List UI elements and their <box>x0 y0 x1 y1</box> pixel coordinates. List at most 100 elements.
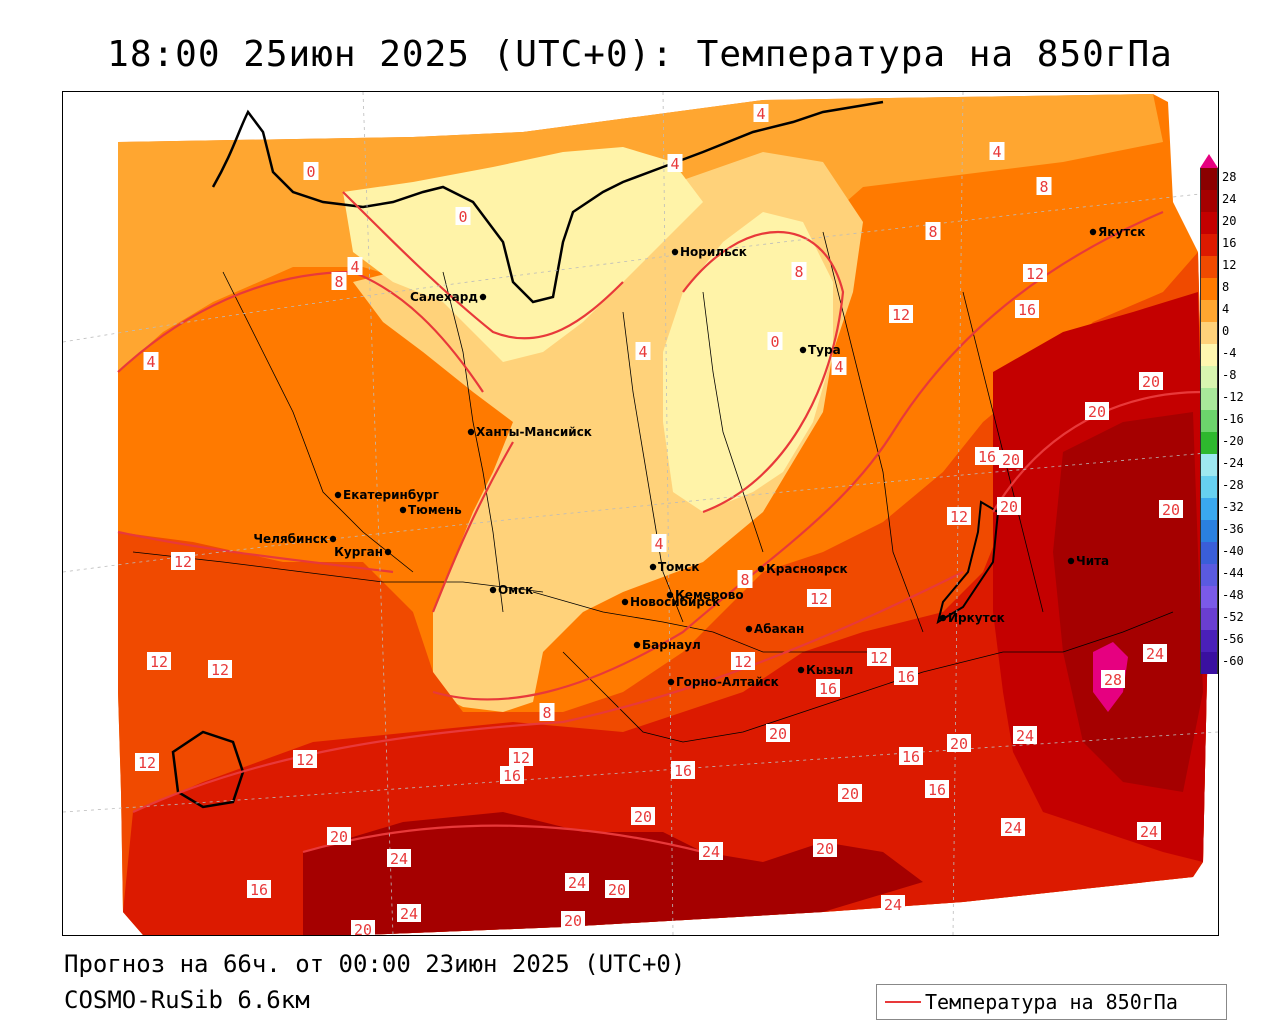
colorbar-segment <box>1200 256 1218 278</box>
svg-text:12: 12 <box>892 306 910 324</box>
contour-value-label: 16 <box>500 766 524 785</box>
contour-value-label: 8 <box>1036 177 1052 196</box>
colorbar-segment <box>1200 212 1218 234</box>
contour-value-label: 0 <box>455 207 471 226</box>
svg-text:20: 20 <box>1162 501 1180 519</box>
colorbar-tick-label: -28 <box>1222 478 1244 492</box>
city-dot <box>797 666 805 674</box>
city-label: Чита <box>1076 554 1109 568</box>
colorbar-tick-label: 24 <box>1222 192 1237 206</box>
svg-text:4: 4 <box>146 353 155 371</box>
zone-0-4-north <box>343 147 703 362</box>
contour-value-label: 8 <box>791 262 807 281</box>
contour-value-label: 24 <box>1001 818 1025 837</box>
contour-value-label: 20 <box>997 497 1021 516</box>
svg-text:24: 24 <box>1016 727 1034 745</box>
svg-text:24: 24 <box>1140 823 1158 841</box>
contour-value-label: 24 <box>881 895 905 914</box>
svg-text:12: 12 <box>870 649 888 667</box>
city-label: Томск <box>658 560 700 574</box>
contour-value-label: 12 <box>147 652 171 671</box>
svg-text:20: 20 <box>1088 403 1106 421</box>
svg-text:8: 8 <box>740 571 749 589</box>
contour-value-label: 16 <box>247 880 271 899</box>
contour-value-label: 8 <box>737 570 753 589</box>
svg-text:24: 24 <box>884 896 902 914</box>
colorbar-tick-label: 4 <box>1222 302 1230 316</box>
svg-text:8: 8 <box>334 273 343 291</box>
svg-text:20: 20 <box>769 725 787 743</box>
admin-borders <box>132 231 1174 743</box>
city-dot <box>384 548 392 556</box>
model-name: COSMO-RuSib 6.6км <box>64 986 310 1014</box>
colorbar-tick-label: -40 <box>1222 544 1244 558</box>
contour-value-label: 20 <box>327 827 351 846</box>
colorbar-segment <box>1200 564 1218 586</box>
svg-text:24: 24 <box>1146 645 1164 663</box>
city-dot <box>1067 557 1075 565</box>
svg-text:16: 16 <box>928 781 946 799</box>
svg-text:4: 4 <box>992 143 1001 161</box>
colorbar-tick-label: -36 <box>1222 522 1244 536</box>
contour-value-label: 12 <box>1023 264 1047 283</box>
svg-text:16: 16 <box>250 881 268 899</box>
temperature-map: Якутск Норильск Салехард Тура Ханты-Мансийск… <box>62 91 1219 936</box>
contour-value-label: 4 <box>667 154 683 173</box>
svg-text:8: 8 <box>928 223 937 241</box>
city-label: Екатеринбург <box>343 488 439 502</box>
colorbar-tick-label: 8 <box>1222 280 1230 294</box>
svg-text:24: 24 <box>702 843 720 861</box>
city-dot <box>666 591 674 599</box>
svg-text:4: 4 <box>756 105 765 123</box>
contour-value-label: 20 <box>561 911 585 930</box>
svg-text:12: 12 <box>174 553 192 571</box>
city-dot <box>633 641 641 649</box>
contour-value-label: 4 <box>143 352 159 371</box>
contour-value-label: 12 <box>208 660 232 679</box>
colorbar-tick-label: -52 <box>1222 610 1244 624</box>
legend-line-swatch <box>885 1001 921 1003</box>
contour-value-label: 24 <box>699 842 723 861</box>
colorbar-tick-label: -24 <box>1222 456 1244 470</box>
contour-value-label: 20 <box>351 920 375 935</box>
svg-text:16: 16 <box>819 680 837 698</box>
contour-value-label: 24 <box>397 904 421 923</box>
svg-text:20: 20 <box>634 808 652 826</box>
colorbar-segment <box>1200 454 1218 476</box>
svg-text:0: 0 <box>306 163 315 181</box>
contour-value-label: 12 <box>171 552 195 571</box>
colorbar-tick-label: -44 <box>1222 566 1244 580</box>
coastline <box>211 100 884 304</box>
svg-text:12: 12 <box>950 508 968 526</box>
city-label: Тюмень <box>408 503 462 517</box>
svg-text:12: 12 <box>296 751 314 769</box>
colorbar-segment <box>1200 432 1218 454</box>
contour-value-label: 28 <box>1101 670 1125 689</box>
city-dot <box>399 506 407 514</box>
contour-value-label: 20 <box>813 839 837 858</box>
svg-text:24: 24 <box>400 905 418 923</box>
city-label: Норильск <box>680 245 747 259</box>
city-dot <box>1089 228 1097 236</box>
city-dot <box>329 535 337 543</box>
city-dot <box>671 248 679 256</box>
city-label: Иркутск <box>948 611 1005 625</box>
contour-value-label: 16 <box>925 780 949 799</box>
colorbar-segment <box>1200 476 1218 498</box>
svg-text:4: 4 <box>834 358 843 376</box>
legend: Температура на 850гПа <box>876 984 1227 1020</box>
city-label: Курган <box>334 545 383 559</box>
zone-0-4-east <box>663 212 833 512</box>
baikal-outline <box>936 500 1000 625</box>
contour-value-label: 12 <box>293 750 317 769</box>
svg-text:4: 4 <box>670 155 679 173</box>
city-label: Кызыл <box>806 663 853 677</box>
colorbar-tick-label: -12 <box>1222 390 1244 404</box>
city-label: Ханты-Мансийск <box>476 425 592 439</box>
city-dot <box>489 586 497 594</box>
svg-text:12: 12 <box>810 590 828 608</box>
svg-text:20: 20 <box>1000 498 1018 516</box>
svg-text:20: 20 <box>608 881 626 899</box>
colorbar-tick-label: -48 <box>1222 588 1244 602</box>
